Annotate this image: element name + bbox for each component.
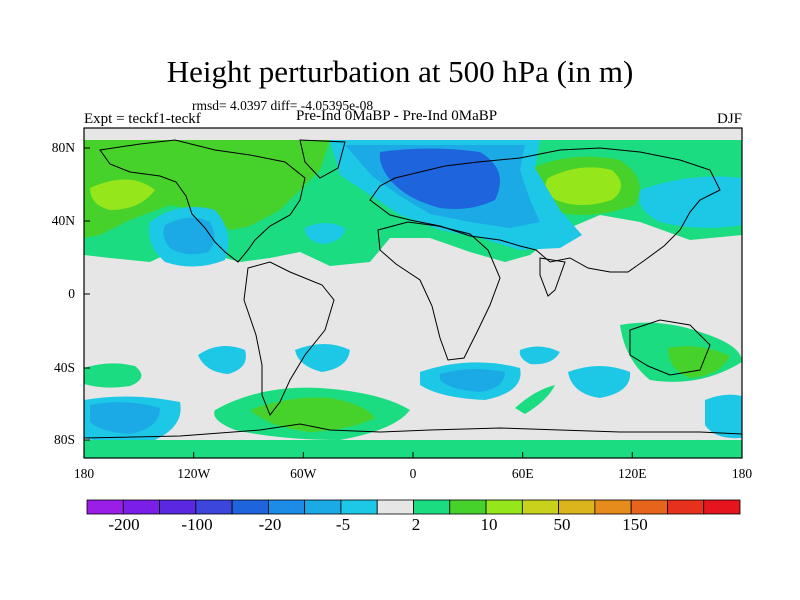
sh-blue-southeast [705,394,742,439]
colorbar-label-3: -20 [258,515,282,534]
xlabel-120e: 120E [618,466,647,481]
colorbar-label-6: 10 [480,515,498,534]
xlabel-0: 0 [409,466,417,481]
xlabel-60w: 60W [290,466,317,481]
colorbar-box [231,499,269,515]
sh-green-bottom [84,440,742,458]
colorbar-box [304,499,342,515]
experiment-label: Expt = teckf1-teckf [84,111,201,127]
coastlines [84,139,742,439]
sh-bright-green-antarctic [250,397,375,432]
sh-bright-green-aus [668,346,730,378]
sh-green-pacific [84,363,142,388]
contour-field [84,128,742,458]
sh-blue-aus [568,366,631,398]
colorbar-box [195,499,233,515]
colorbar-box [376,499,414,515]
ylabel-40n: 40N [51,213,75,228]
xlabel-180-left: 180 [73,466,95,481]
ylabel-80s: 80S [53,432,75,447]
sh-blue-southwest-core [90,402,160,434]
colorbar-box [122,499,160,515]
colorbar-label-5: 2 [411,515,421,534]
colorbar-box [703,499,741,515]
nh-bright-green [84,140,330,238]
atlantic-blue-core [379,148,500,209]
sh-blue-spot-africa [519,346,560,365]
colorbar-label-8: 150 [622,515,648,534]
colorbar [86,499,741,515]
coast-india [539,257,566,297]
coast-north-america [99,139,306,263]
plot-title: Height perturbation at 500 hPa (in m) [166,54,634,89]
colorbar-label-7: 50 [553,515,571,534]
nh-yellow-patch-west [90,179,155,210]
coast-greenland [299,139,346,179]
colorbar-box [413,499,451,515]
coast-south-america [243,261,335,417]
coast-australia [629,319,711,376]
coast-eurasia [369,147,721,273]
sh-green-streak [515,385,555,414]
colorbar-box [667,499,705,515]
ylabel-80n: 80N [51,140,75,155]
colorbar-box [340,499,378,515]
colorbar-box [449,499,487,515]
mid-atlantic-blue [305,223,345,244]
xlabel-60e: 60E [511,466,534,481]
sh-blue-spot-pacific [198,346,246,374]
colorbar-box [267,499,306,515]
colorbar-box [159,499,197,515]
colorbar-box [594,499,632,515]
coast-antarctica [84,423,742,439]
colorbar-label-2: -100 [181,515,213,534]
coast-africa [377,221,501,361]
ylabel-0: 0 [68,286,75,301]
sh-blue-indian-core [440,368,505,392]
colorbar-box [485,499,523,515]
colorbar-box [558,499,596,515]
w-pacific-blue [639,176,742,228]
xlabel-180-right: 180 [731,466,753,481]
colorbar-label-1: -200 [108,515,140,534]
ne-pacific-blue-core [163,217,215,255]
season-label: DJF [716,111,742,127]
xlabel-120w: 120W [177,466,211,481]
nh-yellow-patch-asia [545,167,621,205]
colorbar-box [521,499,560,515]
period-label: Pre-Ind 0MaBP - Pre-Ind 0MaBP [296,108,498,124]
colorbar-box [630,499,668,515]
map-ticks [84,147,633,458]
stats-line: rmsd= 4.0397 diff= -4.05395e-08 [192,98,374,113]
ylabel-40s: 40S [53,360,75,375]
colorbar-label-4: -5 [335,515,351,534]
colorbar-box [86,499,124,515]
